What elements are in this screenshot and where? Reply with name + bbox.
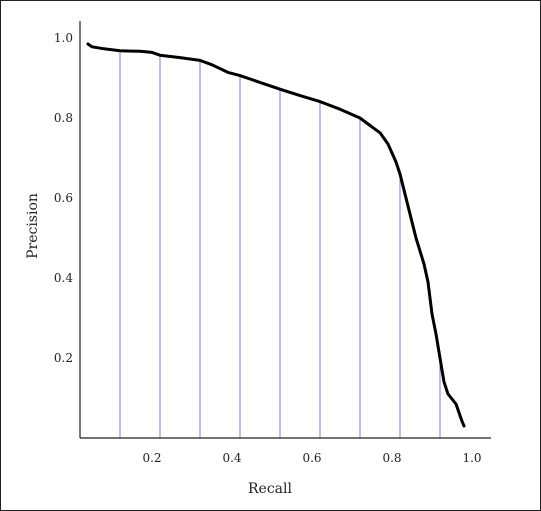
x-tick-label: 1.0	[462, 451, 481, 465]
y-tick-label: 0.2	[54, 351, 73, 365]
x-tick-label: 0.6	[302, 451, 321, 465]
x-tick-labels: 0.2 0.4 0.6 0.8 1.0	[142, 451, 481, 465]
precision-recall-curve	[86, 42, 466, 428]
y-axis-title: Precision	[25, 193, 41, 259]
y-tick-labels: 0.2 0.4 0.6 0.8 1.0	[54, 31, 73, 365]
y-tick-label: 1.0	[54, 31, 73, 45]
x-tick-label: 0.2	[142, 451, 161, 465]
x-tick-label: 0.4	[222, 451, 241, 465]
y-tick-label: 0.6	[54, 191, 73, 205]
y-tick-label: 0.8	[54, 111, 73, 125]
y-tick-label: 0.4	[54, 271, 73, 285]
x-tick-label: 0.8	[382, 451, 401, 465]
x-axis-title: Recall	[248, 481, 292, 497]
vertical-guide-lines	[119, 50, 441, 438]
